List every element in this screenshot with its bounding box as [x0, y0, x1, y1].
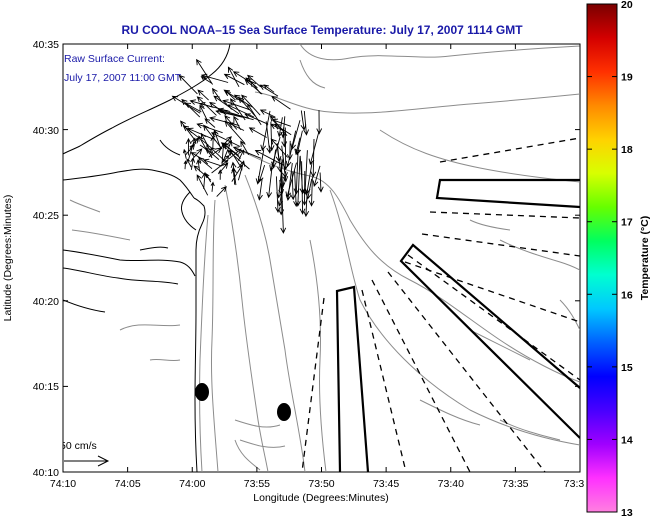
y-tick-label: 40:35 [33, 39, 59, 51]
coastline [63, 44, 231, 472]
colorbar [586, 3, 618, 513]
y-tick-label: 40:25 [33, 210, 59, 222]
colorbar-tick-marks [587, 3, 617, 513]
x-tick-label: 74:10 [50, 478, 76, 490]
colorbar-tick-label: 17 [621, 217, 633, 229]
x-tick-label: 73:50 [308, 478, 334, 490]
colorbar-tick-label: 19 [621, 72, 633, 84]
annotation-line2: July 17, 2007 11:00 GMT [64, 72, 182, 84]
x-tick-labels: 74:10 74:05 74:00 73:55 73:50 73:45 73:4… [50, 478, 585, 490]
x-tick-label: 73:55 [244, 478, 270, 490]
colorbar-tick-label: 14 [621, 434, 633, 446]
colorbar-tick-labels: 20 19 18 17 16 15 14 13 [621, 0, 633, 518]
bathymetry-contours [69, 44, 580, 472]
x-tick-label: 73:40 [438, 478, 464, 490]
plot-frame [62, 43, 581, 473]
y-tick-label: 40:20 [33, 296, 59, 308]
y-tick-label: 40:30 [33, 125, 59, 137]
colorbar-tick-label: 13 [621, 507, 633, 518]
colorbar-tick-label: 18 [621, 144, 633, 156]
x-tick-label: 74:00 [179, 478, 205, 490]
station-marker [277, 403, 291, 421]
station-marker [195, 383, 209, 401]
x-axis-label: Longitude (Degrees:Minutes) [253, 492, 388, 504]
annotation-line1: Raw Surface Current: [64, 53, 165, 65]
dashed-transects [301, 137, 580, 472]
y-axis-label: Latitude (Degrees:Minutes) [2, 195, 14, 322]
map-title: RU COOL NOAA–15 Sea Surface Temperature:… [121, 23, 523, 37]
scale-bar-label: 50 cm/s [60, 440, 97, 452]
colorbar-label: Temperature (°C) [639, 216, 651, 301]
surface-current-vectors [171, 58, 324, 234]
y-tick-labels: 40:35 40:30 40:25 40:20 40:15 40:10 [33, 39, 59, 479]
axis-tick-marks [62, 43, 581, 473]
x-tick-label: 73:35 [502, 478, 528, 490]
colorbar-tick-label: 20 [621, 0, 633, 11]
colorbar-tick-label: 15 [621, 362, 633, 374]
scale-bar-arrow [64, 455, 110, 467]
x-tick-label: 73:3 [564, 478, 585, 490]
y-tick-label: 40:15 [33, 381, 59, 393]
x-tick-label: 74:05 [114, 478, 140, 490]
colorbar-tick-label: 16 [621, 289, 633, 301]
y-tick-label: 40:10 [33, 467, 59, 479]
box-transects [335, 178, 580, 472]
x-tick-label: 73:45 [373, 478, 399, 490]
